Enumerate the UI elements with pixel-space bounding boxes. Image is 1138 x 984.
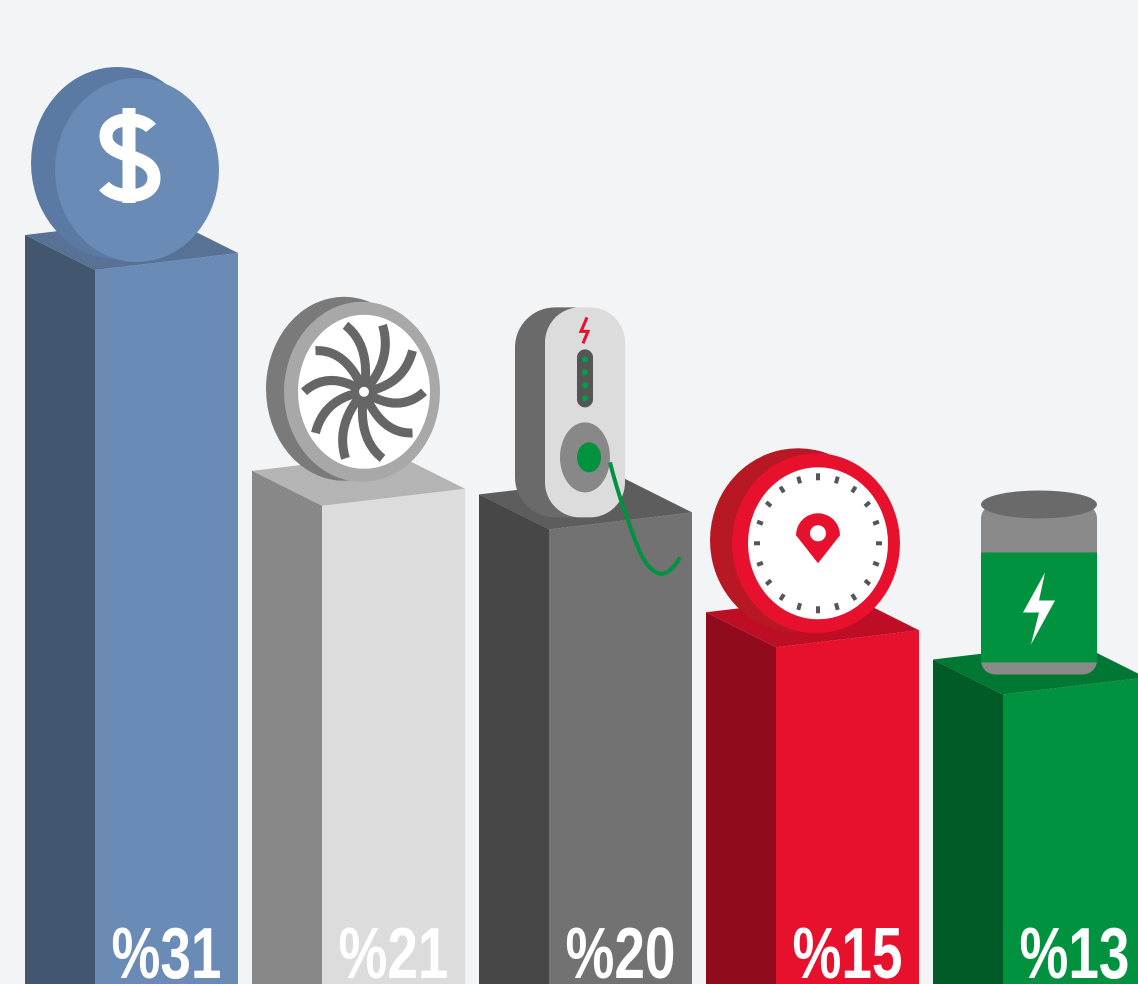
bar bbox=[95, 253, 238, 984]
icon-part bbox=[55, 78, 219, 262]
icon-part bbox=[798, 477, 800, 484]
value-label: %21 bbox=[339, 914, 449, 984]
icon-part bbox=[810, 525, 826, 541]
bar-group: %31 bbox=[25, 67, 238, 984]
page: %31%21%20%15%13 (() => { const data = JS… bbox=[0, 0, 1138, 984]
icon-part bbox=[873, 563, 879, 565]
icon-part bbox=[836, 477, 838, 484]
value-label: %13 bbox=[1020, 914, 1130, 984]
chart: %31 %21 %20 %15 %13 bbox=[0, 0, 1138, 984]
bar-side bbox=[25, 235, 95, 984]
icon-part bbox=[582, 382, 588, 388]
icon-part bbox=[873, 522, 879, 524]
icon-part bbox=[582, 356, 588, 362]
icon-part bbox=[757, 522, 763, 524]
value-label: %15 bbox=[793, 914, 903, 984]
icon-part bbox=[798, 603, 800, 610]
bar-group: %15 bbox=[706, 448, 919, 984]
icon-part bbox=[757, 563, 763, 565]
icon-part bbox=[582, 395, 588, 401]
value-label: %20 bbox=[566, 914, 676, 984]
value-label: %31 bbox=[112, 914, 222, 984]
icon-part bbox=[577, 442, 601, 472]
bar bbox=[322, 489, 465, 984]
icon-part bbox=[981, 490, 1097, 518]
icon-part bbox=[359, 387, 369, 397]
icon-part bbox=[582, 369, 588, 375]
bar-group: %21 bbox=[252, 297, 465, 984]
icon bbox=[710, 448, 900, 633]
bar-side bbox=[933, 659, 1003, 984]
bar-side bbox=[252, 471, 322, 984]
icon-part bbox=[836, 603, 838, 610]
icon bbox=[981, 490, 1097, 674]
bar-side bbox=[706, 612, 776, 984]
bar-side bbox=[479, 494, 549, 984]
